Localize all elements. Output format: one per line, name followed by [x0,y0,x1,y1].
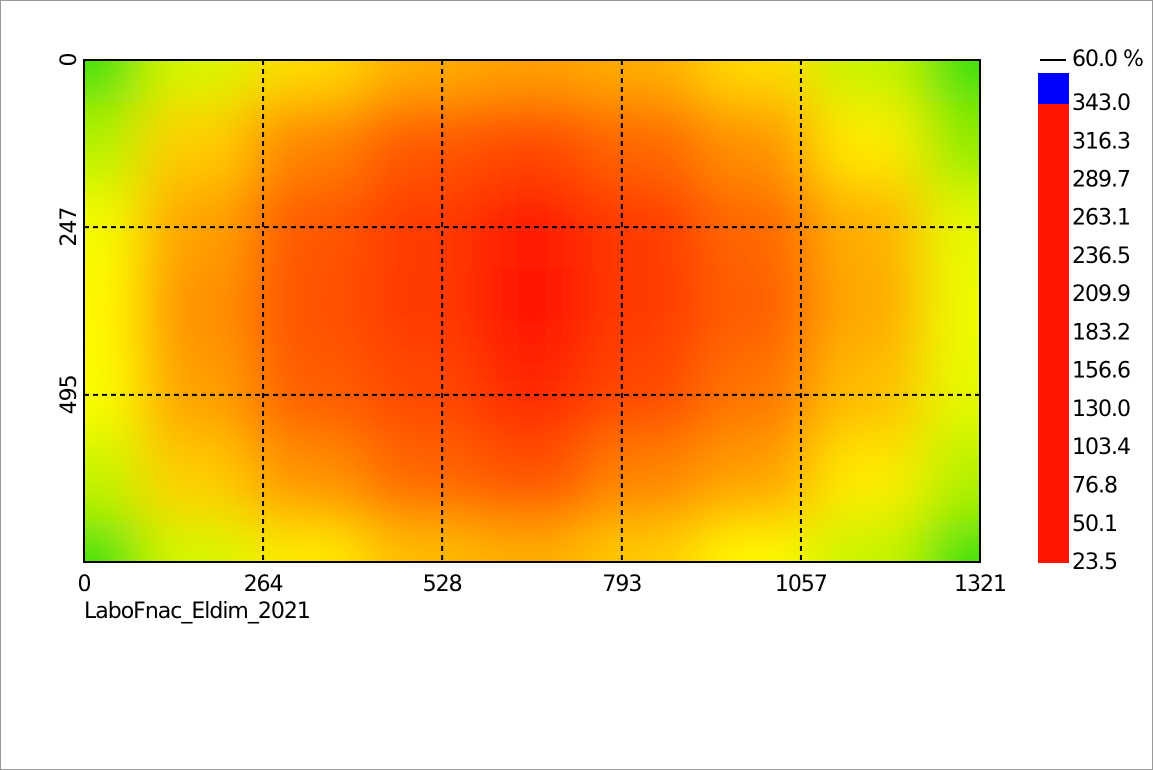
y-tick-label: 495 [57,375,82,414]
heat-cell [924,60,980,103]
heat-cell [363,436,477,522]
heat-cell [700,60,814,103]
y-tick-label: 247 [57,208,82,247]
heat-cell [924,520,980,562]
heat-cell [139,101,253,187]
heat-cell [139,520,253,562]
y-tick-label: 0 [57,54,82,67]
heat-cell [587,101,702,187]
colorbar-label: 289.7 [1072,167,1130,192]
colorbar-label: 183.2 [1072,321,1130,346]
heat-cell [812,101,926,187]
heat-cell [587,436,702,522]
heat-cell [363,520,477,562]
heat-cell [924,269,980,354]
heat-cell [475,520,589,562]
heat-cell [475,269,589,354]
plot-border [83,59,981,563]
colorbar-label: 130.0 [1072,397,1130,422]
heat-cell [139,60,253,103]
heat-cell [363,60,477,103]
heat-cell [700,352,814,438]
heat-cell [587,60,702,103]
heat-cell [84,269,141,354]
heat-cell [475,101,589,187]
colorbar-label: 236.5 [1072,244,1130,269]
heat-cell [251,60,365,103]
heat-cell [812,436,926,522]
heatmap [84,60,980,562]
contour-legend-label: 60.0 % [1072,47,1143,72]
x-tick-label: 1321 [954,572,1006,597]
caption: LaboFnac_Eldim_2021 [84,599,310,624]
x-tick-label: 528 [423,572,462,597]
heat-cell [700,520,814,562]
heat-cell [812,60,926,103]
heat-cell [84,60,141,103]
heat-cell [251,101,365,187]
colorbar-label: 316.3 [1072,129,1130,154]
heat-cell [587,269,702,354]
heat-cell [812,520,926,562]
heat-cell [812,269,926,354]
colorbar-label: 103.4 [1072,435,1130,460]
heat-cell [475,60,589,103]
heat-cell [251,269,365,354]
heat-cell [700,436,814,522]
heat-cell [924,101,980,187]
colorbar-label: 209.9 [1072,282,1130,307]
colorbar-label: 343.0 [1072,91,1130,116]
heat-cell [139,436,253,522]
heat-cell [251,520,365,562]
heat-cell [924,436,980,522]
heat-cell [84,101,141,187]
colorbar-label: 156.6 [1072,359,1130,384]
heat-cell [139,269,253,354]
heat-cell [84,520,141,562]
x-tick-label: 793 [602,572,641,597]
heat-cell [700,269,814,354]
heat-cell [363,269,477,354]
colorbar-label: 50.1 [1072,512,1117,537]
colorbar-label: 263.1 [1072,206,1130,231]
colorbar-label: 23.5 [1072,550,1117,575]
heat-cell [84,436,141,522]
x-tick-label: 264 [244,572,283,597]
heat-cell [251,436,365,522]
colorbar [1038,73,1069,563]
x-tick-label: 1057 [775,572,827,597]
x-tick-label: 0 [78,572,91,597]
heat-cell [475,436,589,522]
heat-cell [700,185,814,271]
colorbar-label: 76.8 [1072,473,1117,498]
heat-cell [700,101,814,187]
heat-cell [587,520,702,562]
heat-cell [363,101,477,187]
